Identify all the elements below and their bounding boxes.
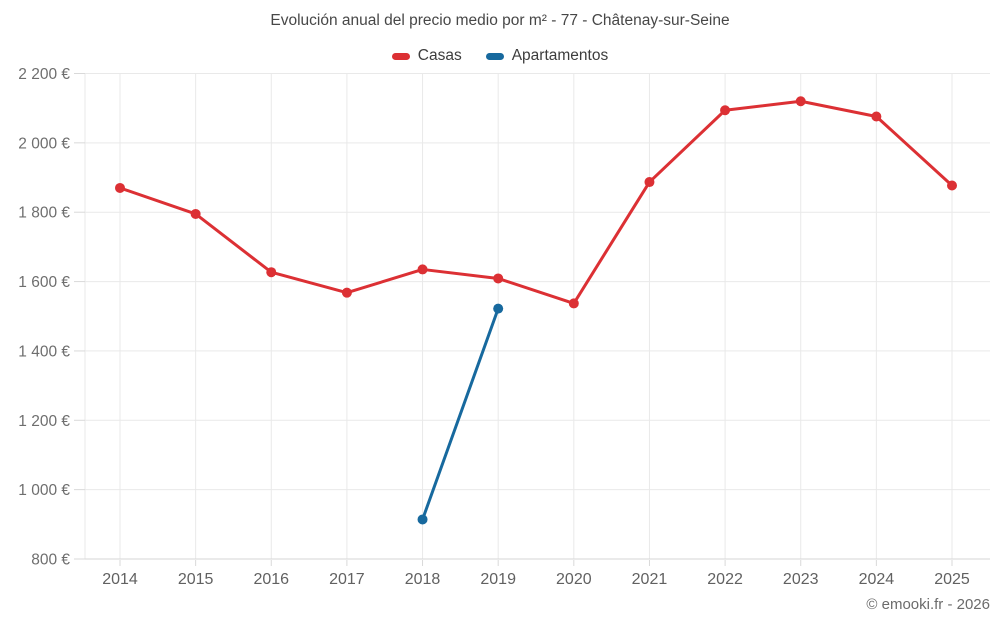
- legend-swatch-apartamentos: [485, 52, 504, 60]
- data-point-casas-2015[interactable]: [190, 208, 201, 219]
- x-tick-label: 2014: [102, 571, 138, 588]
- data-point-casas-2016[interactable]: [266, 267, 277, 278]
- legend-item-apartamentos[interactable]: Apartamentos: [485, 47, 609, 65]
- x-tick-label: 2020: [556, 571, 592, 588]
- y-tick-label: 2 200 €: [18, 66, 70, 83]
- y-tick-label: 800 €: [31, 552, 70, 569]
- x-tick-label: 2021: [632, 571, 668, 588]
- data-point-apartamentos-2019[interactable]: [493, 303, 504, 314]
- chart-legend: Casas Apartamentos: [0, 47, 1000, 65]
- legend-swatch-casas: [391, 52, 410, 60]
- y-tick-label: 1 800 €: [18, 205, 70, 222]
- legend-item-casas[interactable]: Casas: [391, 47, 462, 65]
- x-tick-label: 2024: [859, 571, 895, 588]
- chart-title: Evolución anual del precio medio por m² …: [270, 12, 730, 29]
- legend-label-apartamentos: Apartamentos: [511, 47, 609, 64]
- x-tick-label: 2025: [934, 571, 970, 588]
- y-tick-label: 1 400 €: [18, 343, 70, 360]
- y-tick-label: 1 000 €: [18, 482, 70, 499]
- data-point-casas-2024[interactable]: [871, 111, 882, 122]
- data-point-casas-2019[interactable]: [493, 273, 504, 284]
- x-tick-label: 2019: [480, 571, 516, 588]
- series-line-casas: [118, 99, 954, 305]
- data-point-casas-2025[interactable]: [947, 180, 957, 191]
- legend-label-casas: Casas: [417, 47, 462, 64]
- x-tick-label: 2018: [405, 571, 441, 588]
- data-point-casas-2020[interactable]: [568, 298, 579, 309]
- credits-link[interactable]: © emooki.fr - 2026: [866, 596, 990, 613]
- x-tick-label: 2016: [253, 571, 289, 588]
- x-tick-label: 2022: [707, 571, 743, 588]
- data-point-casas-2023[interactable]: [795, 96, 806, 107]
- y-tick-label: 2 000 €: [18, 135, 70, 152]
- x-tick-label: 2015: [178, 571, 214, 588]
- data-point-casas-2021[interactable]: [644, 177, 655, 188]
- x-tick-label: 2017: [329, 571, 365, 588]
- data-point-casas-2018[interactable]: [417, 264, 428, 275]
- data-point-casas-2014[interactable]: [115, 182, 125, 193]
- data-point-casas-2017[interactable]: [341, 287, 352, 298]
- series-line-apartamentos: [421, 307, 500, 521]
- y-tick-label: 1 600 €: [18, 274, 70, 291]
- x-tick-label: 2023: [783, 571, 819, 588]
- y-tick-label: 1 200 €: [18, 413, 70, 430]
- data-point-apartamentos-2018[interactable]: [417, 514, 428, 525]
- data-point-casas-2022[interactable]: [720, 105, 731, 116]
